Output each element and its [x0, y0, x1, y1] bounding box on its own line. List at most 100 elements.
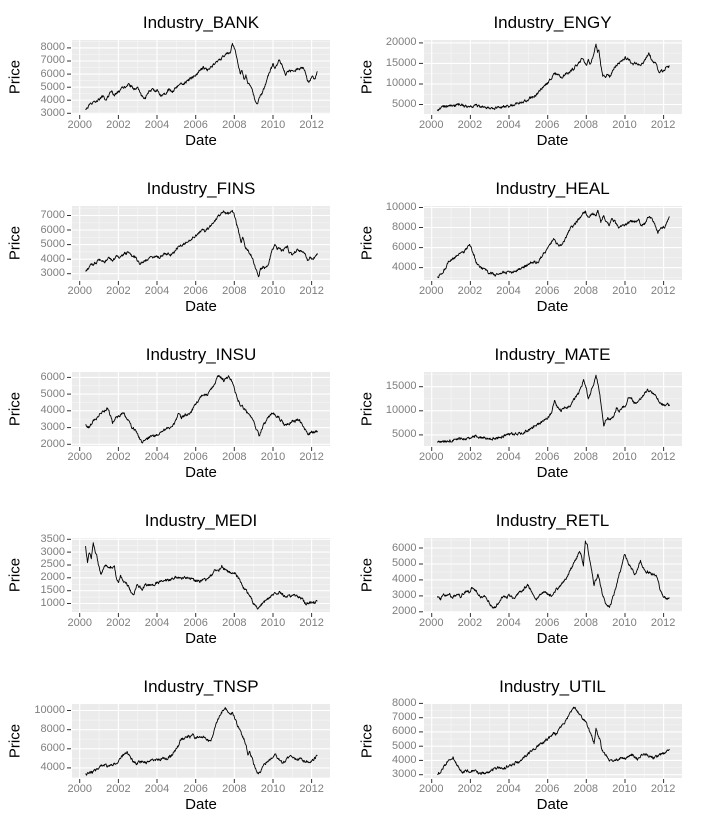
y-tick-label: 7000 — [40, 54, 65, 67]
x-tick-label: 2012 — [650, 119, 676, 131]
y-tick-label: 3000 — [40, 421, 65, 434]
x-axis-title: Date — [185, 464, 217, 481]
y-tick-label: 10000 — [385, 404, 417, 417]
x-tick-label: 2000 — [418, 617, 444, 629]
x-tick-label: 2006 — [534, 617, 560, 629]
chart-title: Industry_INSU — [145, 345, 257, 364]
y-tick-label: 5000 — [40, 387, 65, 400]
chart-panel — [418, 538, 682, 617]
y-tick-label: 5000 — [392, 98, 417, 111]
y-tick-label: 5000 — [40, 80, 65, 93]
chart-panel — [418, 40, 682, 119]
y-tick-label: 3000 — [40, 267, 65, 280]
x-tick-label: 2008 — [573, 783, 599, 795]
x-tick-label: 2012 — [650, 451, 676, 463]
y-tick-label: 6000 — [40, 223, 65, 236]
price-line-plot — [418, 40, 682, 119]
price-line-plot — [418, 702, 682, 783]
y-tick-label: 6000 — [40, 370, 65, 383]
x-tick-label: 2006 — [183, 451, 208, 463]
x-tick-label: 2006 — [534, 783, 560, 795]
chart-title: Industry_UTIL — [499, 677, 606, 696]
x-tick-label: 2008 — [573, 119, 599, 131]
x-tick-label: 2002 — [106, 783, 131, 795]
x-tick-label: 2010 — [612, 451, 637, 463]
chart-cell: Industry_RETL Price Date 2000 3000 4000 500… — [352, 498, 703, 664]
chart-title: Industry_RETL — [495, 511, 610, 530]
x-tick-label: 2002 — [457, 783, 483, 795]
x-tick-label: 2000 — [67, 617, 92, 629]
x-tick-label: 2000 — [418, 451, 444, 463]
y-tick-label: 4000 — [392, 261, 417, 274]
chart-panel — [418, 206, 682, 285]
chart-title: Industry_TNSP — [143, 677, 259, 696]
x-tick-label: 2010 — [260, 451, 286, 463]
y-tick-label: 3000 — [392, 589, 417, 602]
price-line-plot — [67, 704, 330, 783]
price-line-plot — [418, 372, 682, 451]
y-tick-label: 4000 — [40, 252, 65, 265]
x-tick-label: 2010 — [612, 119, 637, 131]
chart-cell: Industry_FINS Price Date 3000 4000 5000 600… — [0, 166, 352, 332]
x-tick-label: 2004 — [496, 451, 521, 463]
chart-panel — [67, 704, 330, 783]
x-tick-label: 2002 — [457, 119, 483, 131]
x-tick-label: 2000 — [418, 285, 444, 297]
x-tick-label: 2008 — [222, 617, 247, 629]
chart-panel — [67, 538, 330, 617]
x-tick-label: 2010 — [260, 617, 286, 629]
x-tick-label: 2002 — [106, 285, 131, 297]
x-tick-label: 2010 — [612, 783, 637, 795]
x-axis-title: Date — [185, 132, 217, 149]
y-tick-label: 5000 — [392, 428, 417, 441]
y-tick-label: 4000 — [40, 404, 65, 417]
x-axis-title: Date — [185, 298, 217, 315]
y-tick-label: 1500 — [40, 584, 65, 597]
y-tick-label: 2500 — [40, 558, 65, 571]
y-tick-label: 5000 — [392, 739, 417, 752]
chart-cell: Industry_TNSP Price Date 4000 6000 8000 100… — [0, 664, 352, 830]
y-tick-label: 4000 — [392, 573, 417, 586]
chart-cell: Industry_INSU Price Date 2000 3000 4000 500… — [0, 332, 352, 498]
x-tick-label: 2002 — [106, 451, 131, 463]
x-tick-label: 2008 — [573, 285, 599, 297]
x-tick-label: 2004 — [496, 285, 521, 297]
y-tick-label: 1000 — [40, 597, 65, 610]
x-tick-label: 2008 — [222, 783, 247, 795]
x-tick-label: 2002 — [457, 451, 483, 463]
x-axis-title: Date — [185, 630, 217, 647]
chart-panel — [67, 40, 330, 119]
chart-title: Industry_MATE — [494, 345, 611, 364]
chart-panel — [67, 206, 330, 285]
x-tick-label: 2000 — [418, 119, 444, 131]
x-axis-title: Date — [536, 464, 569, 481]
x-tick-label: 2000 — [67, 451, 92, 463]
x-axis-title: Date — [536, 298, 569, 315]
x-tick-label: 2008 — [222, 285, 247, 297]
y-tick-label: 6000 — [392, 725, 417, 738]
y-tick-label: 3000 — [40, 545, 65, 558]
y-tick-label: 6000 — [40, 67, 65, 80]
x-tick-label: 2012 — [650, 617, 676, 629]
price-line-plot — [418, 538, 682, 617]
chart-panel — [418, 702, 682, 783]
y-tick-label: 4000 — [392, 753, 417, 766]
x-tick-label: 2004 — [144, 617, 170, 629]
x-tick-label: 2012 — [299, 451, 324, 463]
x-tick-label: 2010 — [612, 285, 637, 297]
y-tick-label: 4000 — [40, 93, 65, 106]
x-tick-label: 2008 — [222, 451, 247, 463]
chart-title: Industry_MEDI — [144, 511, 258, 530]
price-line-plot — [67, 206, 330, 285]
x-tick-label: 2006 — [183, 783, 208, 795]
y-tick-label: 8000 — [40, 41, 65, 54]
x-axis-title: Date — [536, 796, 569, 813]
price-line-plot — [67, 372, 330, 451]
x-tick-label: 2004 — [496, 783, 521, 795]
y-tick-label: 5000 — [392, 557, 417, 570]
x-tick-label: 2004 — [144, 119, 170, 131]
x-tick-label: 2002 — [457, 285, 483, 297]
y-tick-label: 7000 — [40, 208, 65, 221]
chart-panel — [418, 372, 682, 451]
x-tick-label: 2004 — [496, 617, 521, 629]
